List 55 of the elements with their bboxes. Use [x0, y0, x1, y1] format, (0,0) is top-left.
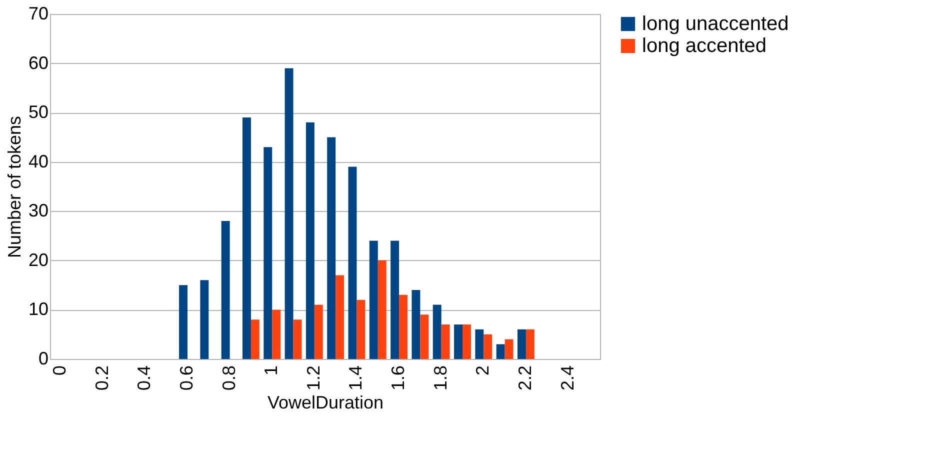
y-tick-label: 40	[28, 151, 48, 172]
x-tick-label: 0	[50, 366, 70, 376]
x-tick-label: 0.2	[92, 366, 112, 391]
bar	[200, 280, 209, 359]
bar	[327, 137, 336, 359]
bar	[179, 285, 188, 359]
x-axis-title: VowelDuration	[267, 392, 384, 413]
bar	[348, 166, 357, 359]
bar	[221, 221, 230, 359]
bar	[432, 304, 442, 359]
y-tick-label: 50	[28, 102, 48, 122]
bar	[412, 290, 420, 359]
legend-label: long accented	[642, 35, 767, 57]
y-tick-label: 70	[28, 4, 48, 24]
y-axis-title: Number of tokens	[4, 116, 24, 258]
bar	[390, 240, 400, 359]
x-tick-label: 0.4	[134, 366, 154, 391]
y-tick-label: 20	[28, 250, 48, 270]
bar	[526, 329, 534, 359]
bar	[293, 320, 302, 359]
x-tick-label: 2.4	[557, 366, 578, 391]
bar	[250, 320, 260, 359]
x-tick-label: 2.2	[514, 366, 535, 391]
bar	[518, 329, 526, 359]
bar	[306, 122, 314, 359]
bar	[314, 304, 323, 359]
bar	[264, 147, 272, 359]
bar	[504, 339, 514, 359]
x-tick-label: 1.8	[430, 366, 450, 391]
bar	[441, 324, 450, 359]
x-tick-label: 1.2	[303, 366, 324, 391]
bar	[496, 344, 505, 359]
x-tick-label: 1.6	[388, 366, 408, 391]
bar	[272, 310, 281, 359]
x-tick-label: 1.4	[346, 366, 366, 391]
bar	[242, 118, 251, 359]
bar	[284, 68, 294, 359]
x-tick-label: 2	[472, 366, 493, 376]
bar	[475, 329, 484, 359]
bar	[454, 324, 462, 359]
bar	[336, 275, 344, 359]
y-tick-label: 30	[28, 200, 48, 221]
x-tick-label: 0.8	[218, 366, 239, 391]
bar	[378, 260, 386, 359]
bar	[484, 334, 492, 359]
x-tick-label: 1	[261, 366, 282, 376]
bar	[369, 240, 378, 359]
bar	[399, 294, 408, 359]
bar	[356, 300, 366, 359]
y-tick-label: 10	[28, 299, 48, 320]
y-tick-label: 60	[28, 52, 48, 73]
bar	[420, 314, 429, 359]
legend-label: long unaccented	[642, 13, 789, 35]
x-tick-label: 0.6	[176, 366, 196, 391]
bar	[462, 324, 471, 359]
